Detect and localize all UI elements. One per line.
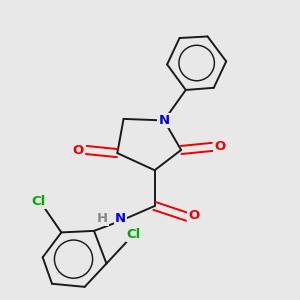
Text: O: O [73, 143, 84, 157]
Text: H: H [97, 212, 108, 225]
Text: O: O [214, 140, 226, 153]
Text: Cl: Cl [127, 228, 141, 241]
Text: N: N [115, 212, 126, 225]
Text: Cl: Cl [32, 195, 46, 208]
Text: O: O [188, 209, 199, 222]
Text: N: N [158, 114, 169, 127]
